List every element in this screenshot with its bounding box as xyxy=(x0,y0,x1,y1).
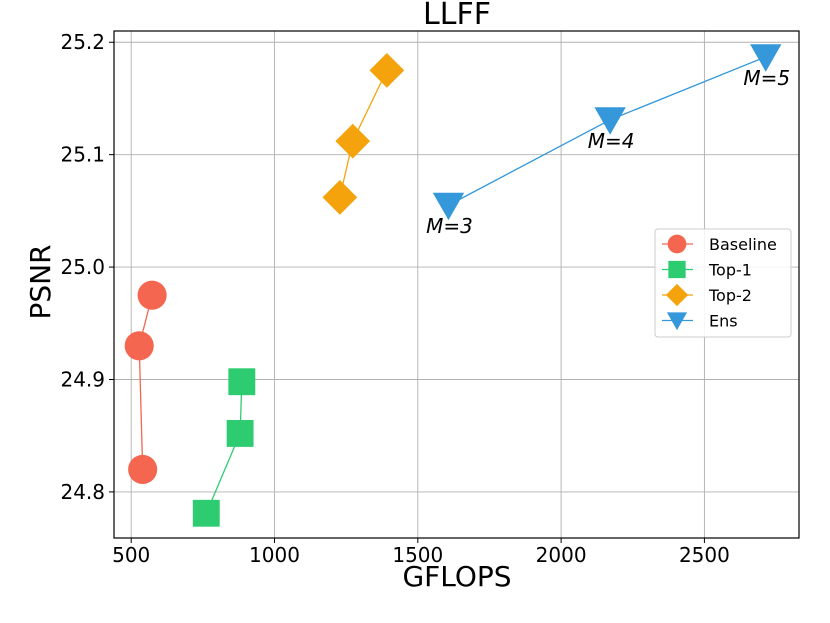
x-tick-label: 2000 xyxy=(536,543,587,567)
point-annotation: M=4 xyxy=(588,129,635,153)
x-tick-label: 500 xyxy=(112,543,150,567)
x-tick-label: 2500 xyxy=(679,543,730,567)
series-line-baseline xyxy=(138,295,153,470)
y-tick-label: 25.0 xyxy=(60,255,105,279)
legend-entry-baseline: Baseline xyxy=(662,234,777,254)
y-tick-label: 25.1 xyxy=(60,143,105,167)
legend-marker-ens xyxy=(666,312,688,331)
series-top-1 xyxy=(192,368,256,527)
data-point-baseline xyxy=(128,454,158,484)
axis-ticks: 500 1000 1500 2000 2500 24.8 24.9 25.0 25.1 25.2 xyxy=(60,30,729,567)
data-point-top-1 xyxy=(226,420,254,447)
data-point-top-1 xyxy=(192,499,220,527)
data-point-baseline xyxy=(137,280,167,310)
point-annotation: M=5 xyxy=(743,66,790,90)
legend-label-baseline: Baseline xyxy=(709,235,777,254)
y-axis-title: PSNR xyxy=(24,244,57,319)
series-ens xyxy=(432,44,782,221)
data-point-top-2 xyxy=(322,180,358,215)
data-point-top-1 xyxy=(228,368,256,396)
data-point-baseline xyxy=(124,331,154,361)
y-tick-label: 25.2 xyxy=(60,30,105,54)
series-baseline xyxy=(124,280,167,484)
series-layer xyxy=(124,44,782,527)
data-point-ens xyxy=(432,192,465,221)
y-tick-label: 24.9 xyxy=(60,367,105,391)
point-annotation: M=3 xyxy=(426,214,473,238)
legend-label-top-2: Top-2 xyxy=(708,286,752,305)
x-tick-label: 1000 xyxy=(249,543,300,567)
series-top-2 xyxy=(322,52,405,215)
legend-marker-top-1 xyxy=(668,260,686,279)
annotations: M=3 M=4 M=5 xyxy=(426,66,790,238)
legend-marker-top-2 xyxy=(665,283,689,307)
legend-entry-top-2: Top-2 xyxy=(662,283,752,307)
data-point-top-2 xyxy=(369,52,405,88)
legend-entry-top-1: Top-1 xyxy=(662,261,752,280)
chart-title: LLFF xyxy=(423,0,491,32)
data-point-ens xyxy=(594,107,626,135)
plot-frame xyxy=(113,30,800,539)
legend-label-top-1: Top-1 xyxy=(708,261,752,280)
legend-label-ens: Ens xyxy=(709,312,738,331)
x-axis-title: GFLOPS xyxy=(402,560,511,593)
y-tick-label: 24.8 xyxy=(60,480,105,504)
legend-entry-ens: Ens xyxy=(662,312,738,331)
legend: Baseline Top-1 Top-2 Ens xyxy=(654,228,792,338)
data-point-top-2 xyxy=(335,123,371,159)
x-tick-label: 1500 xyxy=(392,543,443,567)
series-line-top-1 xyxy=(205,381,243,514)
legend-marker-baseline xyxy=(667,234,687,254)
legend-box xyxy=(654,228,792,338)
data-point-ens xyxy=(750,44,782,72)
